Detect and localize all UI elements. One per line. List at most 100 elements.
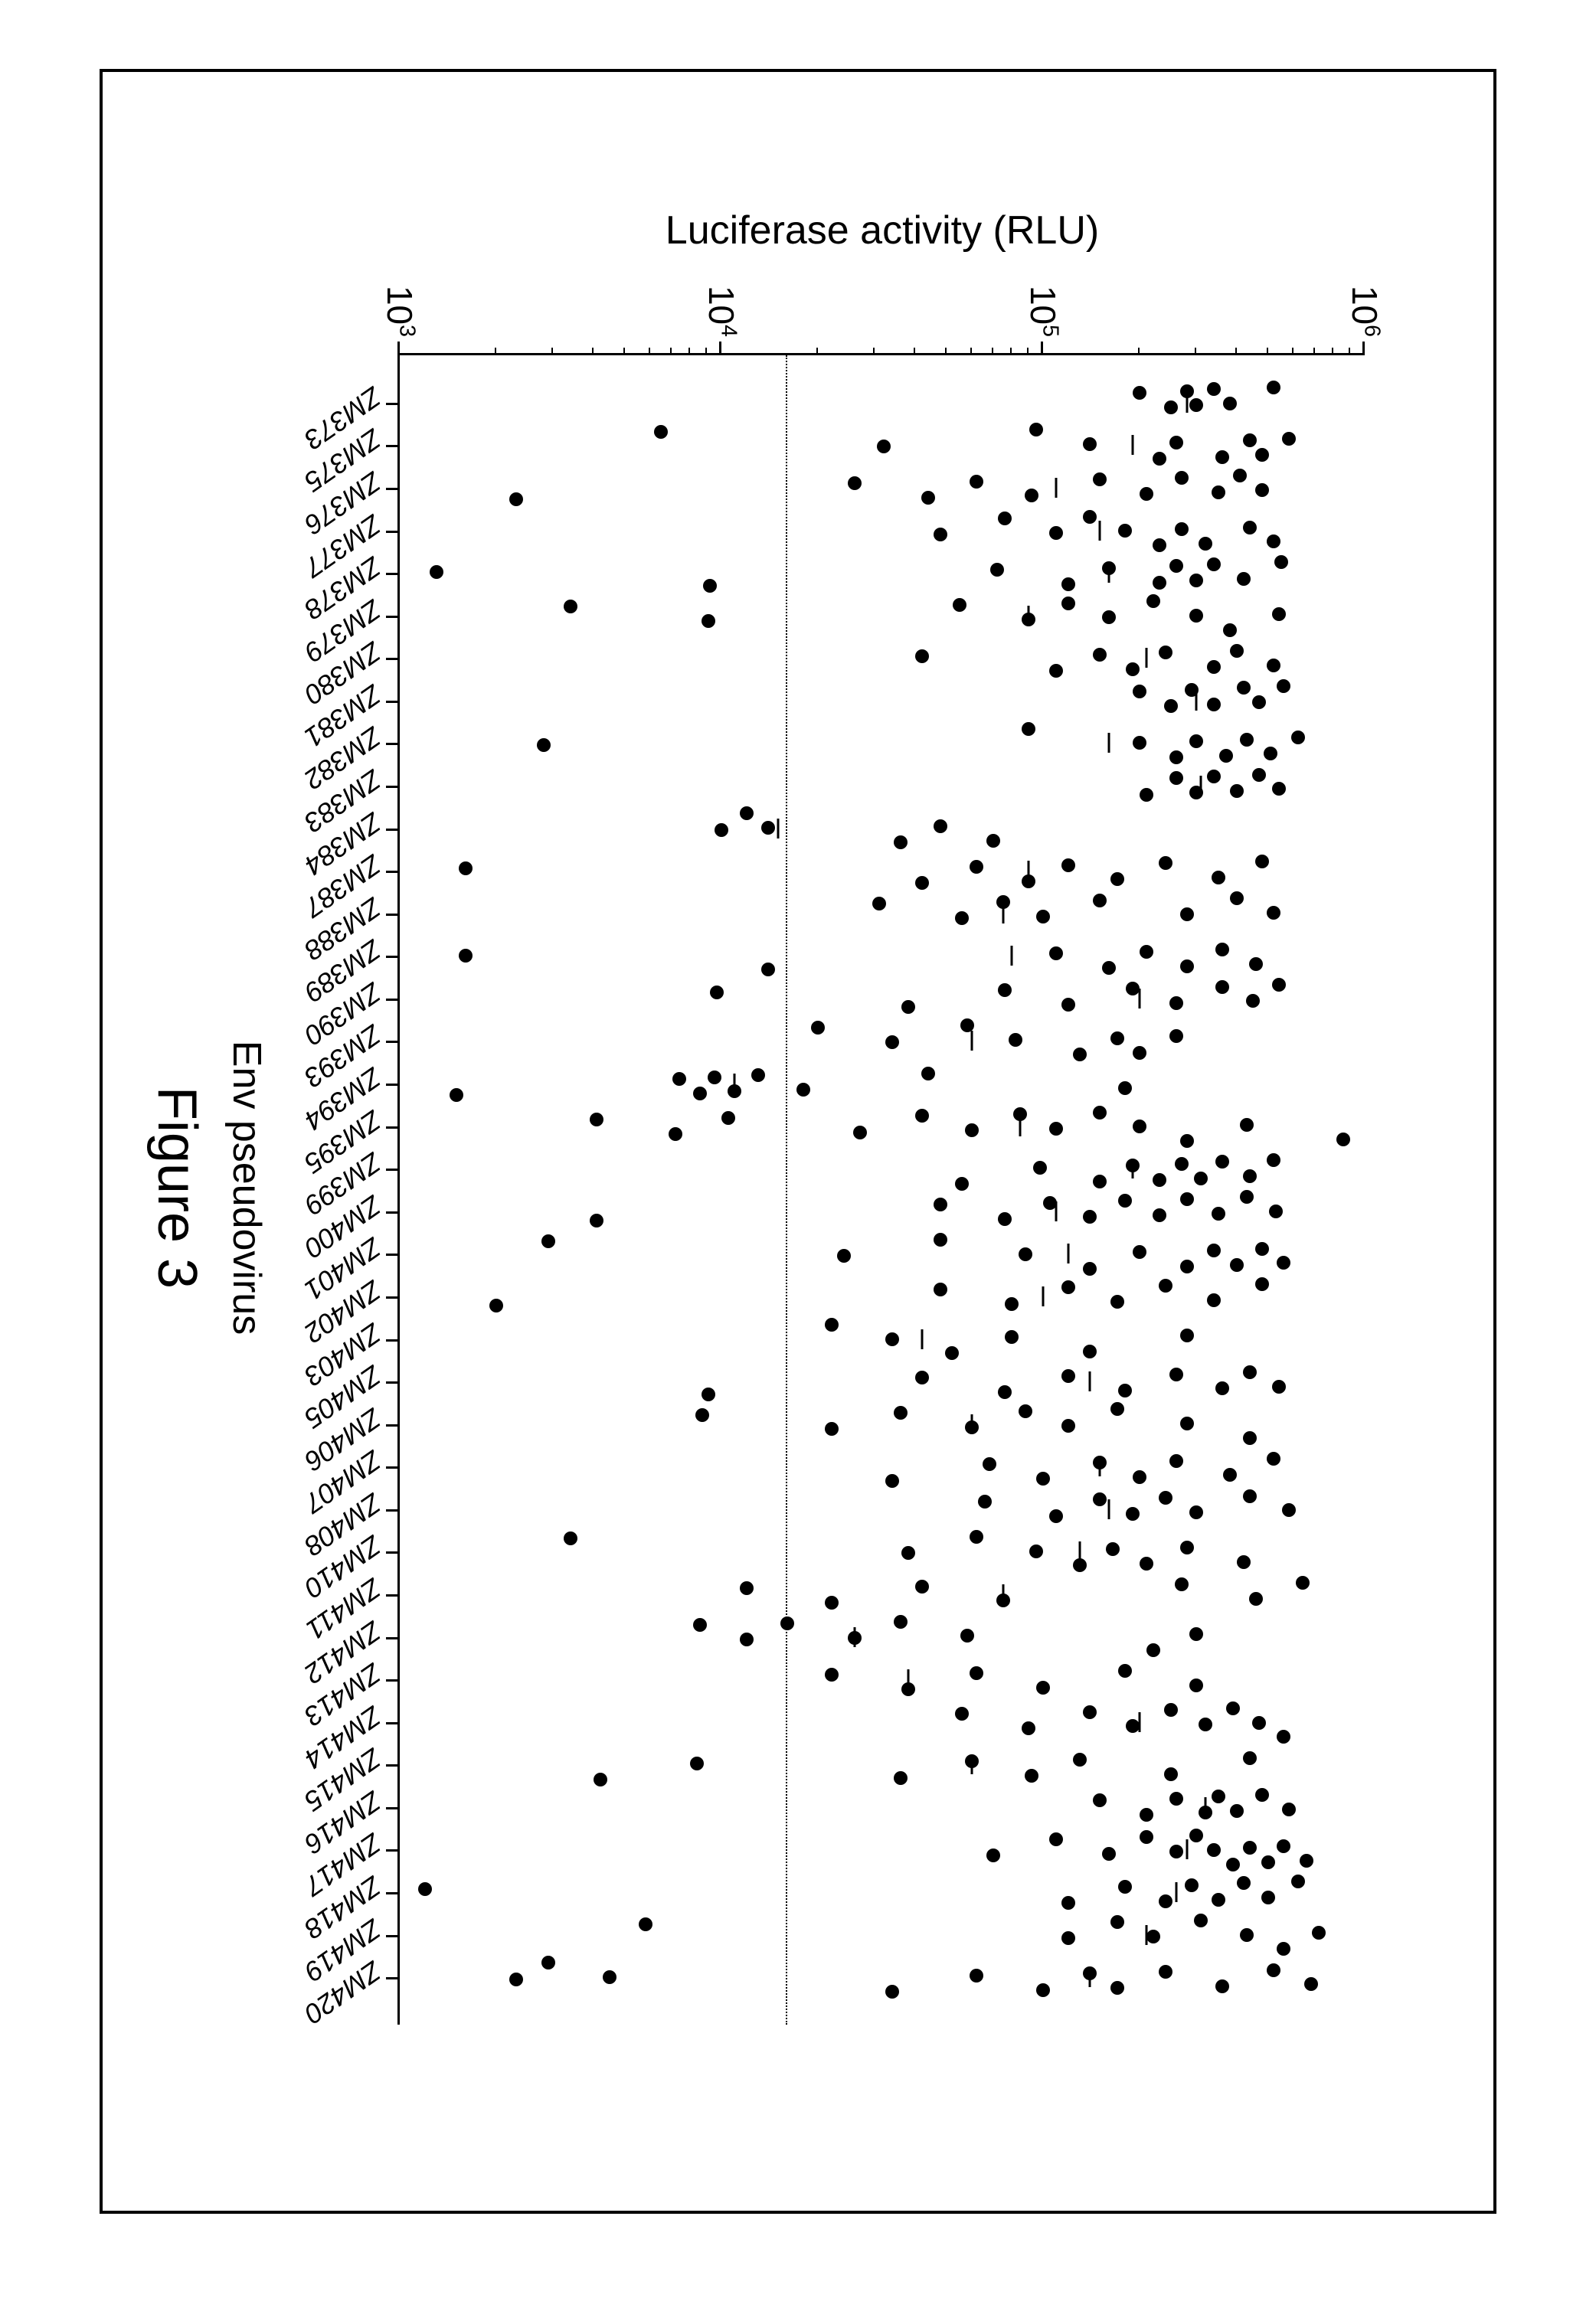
data-point [1272, 606, 1286, 620]
data-point [1189, 1626, 1203, 1640]
data-point [1207, 769, 1221, 783]
data-point [1212, 485, 1225, 498]
data-point [1159, 1491, 1172, 1505]
data-point [740, 806, 754, 820]
data-point [1118, 1194, 1132, 1208]
median-tick [1098, 1456, 1101, 1476]
y-minor-tick [649, 348, 650, 355]
x-tick [386, 573, 400, 575]
y-minor-tick [623, 348, 625, 355]
data-point [1029, 1544, 1043, 1558]
x-tick [386, 1551, 400, 1554]
data-point [1226, 1857, 1240, 1871]
data-point [1277, 1839, 1290, 1853]
data-point [1110, 1981, 1124, 1995]
y-minor-tick [1332, 348, 1333, 355]
x-tick [386, 487, 400, 489]
x-tick [386, 1381, 400, 1384]
data-point [1243, 520, 1257, 534]
data-point [1180, 1417, 1194, 1430]
data-point [1246, 994, 1260, 1008]
x-tick [386, 1296, 400, 1298]
data-point [1267, 1452, 1280, 1466]
data-point [998, 1385, 1012, 1399]
data-point [965, 1123, 979, 1137]
data-point [1061, 1280, 1075, 1294]
data-point [998, 983, 1012, 997]
data-point [1102, 960, 1116, 974]
data-point [998, 511, 1012, 525]
data-point [1215, 449, 1229, 463]
data-point [1207, 382, 1221, 396]
data-point [489, 1298, 503, 1312]
median-tick [1078, 1541, 1081, 1561]
data-point [1133, 685, 1146, 698]
data-point [710, 985, 724, 999]
data-point [1146, 1930, 1160, 1943]
x-tick [386, 1339, 400, 1341]
x-tick [386, 658, 400, 660]
data-point [1207, 1243, 1221, 1257]
y-tick-label: 103 [379, 285, 420, 336]
data-point [1118, 1080, 1132, 1094]
data-point [894, 835, 908, 848]
x-tick [386, 1679, 400, 1682]
data-point [1061, 858, 1075, 871]
median-tick [1139, 988, 1141, 1008]
data-point [1169, 750, 1183, 764]
y-tick [1362, 342, 1365, 355]
data-point [1110, 872, 1124, 886]
data-point [1049, 525, 1063, 539]
data-point [541, 1956, 555, 1969]
data-point [721, 1110, 735, 1124]
data-point [695, 1407, 709, 1421]
median-tick [921, 1329, 923, 1348]
data-point [986, 833, 1000, 847]
data-point [1102, 1846, 1116, 1860]
data-point [1215, 1381, 1229, 1395]
data-point [1159, 856, 1172, 870]
data-point [1272, 782, 1286, 796]
data-point [1140, 944, 1153, 958]
x-tick [386, 1849, 400, 1852]
data-point [1291, 731, 1305, 744]
x-tick [386, 1806, 400, 1809]
median-tick [1089, 1967, 1091, 1987]
data-point [1180, 907, 1194, 921]
data-point [1267, 1963, 1280, 1976]
median-tick [1089, 1371, 1091, 1391]
data-point [1277, 1942, 1290, 1956]
data-point [1249, 957, 1263, 971]
data-point [915, 1109, 929, 1123]
data-point [1180, 1260, 1194, 1273]
x-tick [386, 1211, 400, 1213]
data-point [1277, 1730, 1290, 1744]
median-tick [1107, 1499, 1110, 1518]
data-point [694, 1618, 708, 1632]
y-minor-tick [551, 348, 553, 355]
data-point [1061, 577, 1075, 590]
data-point [1133, 736, 1146, 750]
data-point [1118, 524, 1132, 538]
median-tick [1055, 1201, 1058, 1221]
x-tick [386, 871, 400, 873]
y-tick-label: 105 [1022, 285, 1064, 336]
data-point [1093, 1175, 1107, 1188]
median-tick [777, 818, 779, 838]
data-point [1169, 995, 1183, 1009]
data-point [1243, 1841, 1257, 1855]
data-point [1126, 662, 1140, 675]
chart-rotation-wrapper: 103104105106ZM373ZM375ZM376ZM377ZM378ZM3… [201, 185, 1395, 2114]
data-point [702, 1387, 715, 1401]
data-point [1022, 1721, 1035, 1734]
data-point [1189, 1829, 1203, 1842]
data-point [1036, 909, 1050, 923]
data-point [1312, 1926, 1326, 1940]
y-minor-tick [688, 348, 690, 355]
data-point [915, 1371, 929, 1384]
data-point [703, 579, 717, 593]
data-point [1267, 380, 1280, 394]
data-point [1261, 1891, 1275, 1904]
data-point [1164, 699, 1178, 713]
data-point [1180, 959, 1194, 972]
